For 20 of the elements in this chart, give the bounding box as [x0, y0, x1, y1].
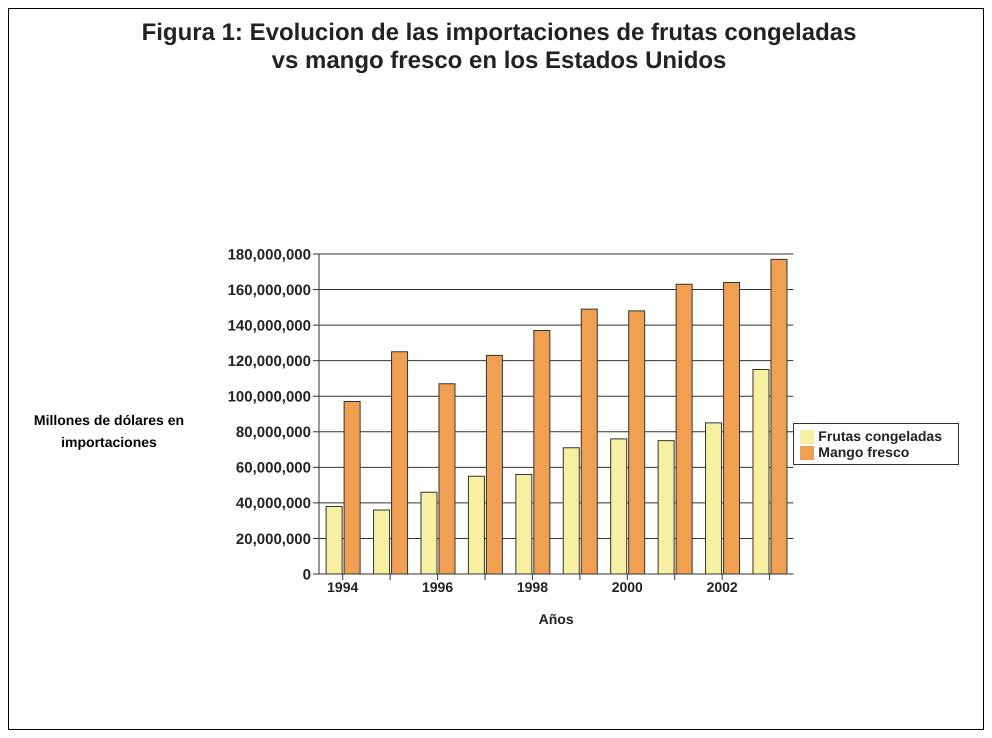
x-tick-label: 2000	[612, 578, 644, 595]
y-tick-label: 80,000,000	[236, 424, 311, 442]
y-tick-label: 100,000,000	[228, 388, 311, 406]
legend-label: Mango fresco	[818, 444, 910, 460]
y-tick-label: 0	[302, 566, 311, 584]
y-axis-title: Millones de dólares en importaciones	[32, 411, 186, 452]
y-tick-label: 40,000,000	[236, 495, 311, 512]
x-axis-title: Años	[538, 611, 574, 627]
y-tick-label: 140,000,000	[228, 317, 311, 334]
legend-label: Frutas congeladas	[818, 428, 942, 444]
chart-title: Figura 1: Evolucion de las importaciones de frutas congeladas vs mango fresco en los Estados Unidos	[140, 19, 858, 75]
x-tick-label: 1998	[516, 578, 548, 595]
y-tick-label: 20,000,000	[236, 530, 311, 548]
x-tick-label: 2002	[706, 578, 738, 595]
y-tick-label: 60,000,000	[236, 460, 311, 477]
x-tick-label: 1994	[327, 578, 358, 595]
y-tick-label: 120,000,000	[228, 352, 311, 370]
y-tick-label: 180,000,000	[228, 246, 311, 264]
x-tick-label: 1996	[422, 578, 454, 595]
y-tick-label: 160,000,000	[228, 282, 311, 299]
